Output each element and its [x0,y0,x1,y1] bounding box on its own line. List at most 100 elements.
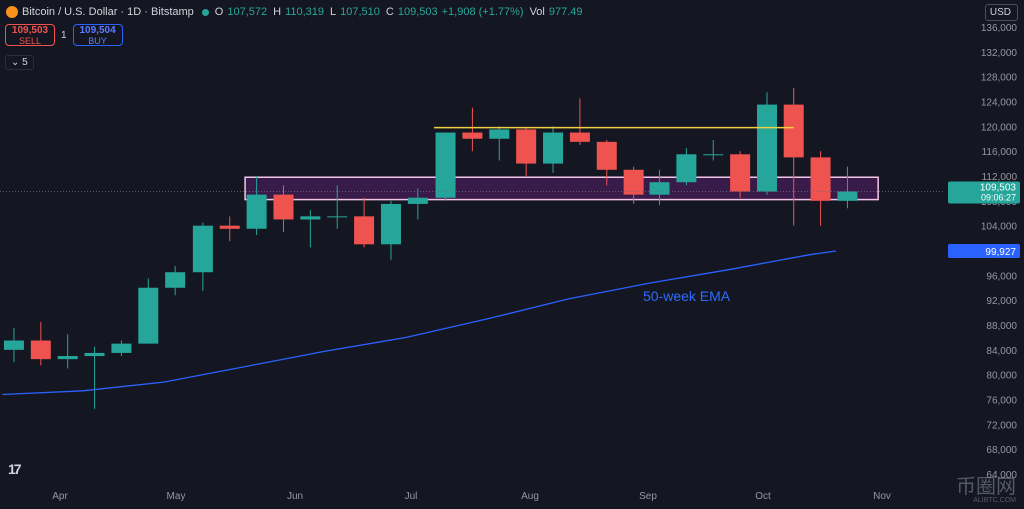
candle-body [676,154,697,183]
candle-body [165,272,186,288]
watermark-text: 币圈网 [956,476,1016,498]
x-tick-label: Oct [755,491,771,502]
candle-body [543,132,564,164]
candle-body [111,343,132,353]
sell-button[interactable]: 109,503 SELL [5,24,55,46]
candle-body [138,287,159,344]
high-label: H [273,6,282,18]
high-value: 110,319 [285,6,325,18]
candle-body [327,216,348,218]
currency-select[interactable]: USD [984,4,1018,21]
y-axis: 136,000 132,000 128,000 124,000 120,000 116,0… [945,0,1024,509]
candle-body [3,340,24,350]
candle-body [300,216,321,220]
y-tick-label: 76,000 [986,396,1017,407]
y-tick-label: 124,000 [981,98,1018,109]
ema-price-value: 99,927 [985,247,1016,258]
candle-body [783,104,804,158]
annotations: 50-week EMA [0,126,945,304]
candle-body [649,182,670,195]
y-tick-label: 68,000 [986,445,1017,456]
y-tick-label: 128,000 [981,73,1018,84]
candle-body [30,340,51,360]
last-price-value: 109,503 [980,183,1017,194]
y-tick-label: 104,000 [981,222,1018,233]
candle-body [57,356,78,360]
close-value: 109,503 [397,6,438,18]
y-tick-label: 64,000 [986,470,1017,481]
low-value: 107,510 [340,6,380,18]
trade-panel: 109,503 SELL 1 109,504 BUY [5,24,123,46]
candlestick-series [3,87,858,409]
market-status-icon [201,8,209,16]
volume-label: Vol [529,6,545,18]
candle-body [569,132,590,142]
candle-body [596,141,617,170]
candle-body [730,154,751,192]
candle-body [757,104,777,192]
sell-label: SELL [18,36,42,46]
tradingview-logo-icon: 17 [8,461,22,477]
buy-button[interactable]: 109,504 BUY [72,24,123,46]
chevron-down-icon: ⌄ [11,57,20,68]
zone-rect [244,176,879,201]
low-label: L [330,6,337,18]
y-tick-label: 96,000 [986,271,1017,282]
buy-label: BUY [88,36,107,46]
volume-value: 977.49 [548,6,583,18]
y-tick-label: 80,000 [986,371,1017,382]
countdown-value: 09:06:27 [981,193,1016,203]
candle-body [407,197,428,204]
candle-body [354,216,375,245]
y-tick-label: 116,000 [982,147,1018,158]
candle-body [435,132,456,198]
close-label: C [385,6,394,18]
y-tick-label: 84,000 [986,346,1017,357]
indicators-count: 5 [22,57,28,68]
ema-line [2,250,837,396]
x-tick-label: May [167,491,186,502]
candle-body [810,157,831,201]
open-label: O [214,6,224,18]
change-value: +1,908 (+1.77%) [441,6,524,18]
y-tick-label: 132,000 [981,48,1018,59]
bitcoin-icon [6,6,18,18]
x-tick-label: Nov [873,491,891,502]
x-tick-label: Apr [52,491,68,502]
quantity[interactable]: 1 [61,29,67,41]
candle-body [623,169,644,195]
candle-body [703,154,724,156]
y-tick-label: 92,000 [986,296,1017,307]
candle-body [380,203,401,245]
candle-body [192,225,213,273]
y-tick-label: 120,000 [981,122,1018,133]
symbol-title[interactable]: Bitcoin / U.S. Dollar · 1D · Bitstamp [22,6,194,18]
candle-body [273,194,294,220]
currency-value: USD [989,7,1011,18]
y-tick-label: 72,000 [986,420,1017,431]
buy-price: 109,504 [79,25,116,36]
candle-body [837,191,858,201]
open-value: 107,572 [227,6,268,18]
x-tick-label: Aug [521,491,539,502]
candle-body [516,129,537,164]
y-tick-label: 136,000 [981,23,1018,34]
ema-annotation-text: 50-week EMA [643,288,731,304]
candle-body [84,352,105,357]
candle-body [219,225,240,229]
candle-body [462,132,483,139]
candle-body [246,194,267,229]
ema-line-series [2,250,837,396]
x-tick-label: Sep [639,491,657,502]
x-tick-label: Jun [287,491,303,502]
watermark-sub: ALIBTC.COM [973,497,1016,504]
last-price-tag [948,181,1020,204]
indicators-toggle[interactable]: ⌄ 5 [5,55,34,70]
ema-price-tag [948,243,1020,258]
watermark: 币圈网 ALIBTC.COM [956,470,1016,504]
sell-price: 109,503 [11,25,49,36]
x-tick-label: Jul [405,491,418,502]
y-tick-label: 112,000 [982,172,1018,183]
